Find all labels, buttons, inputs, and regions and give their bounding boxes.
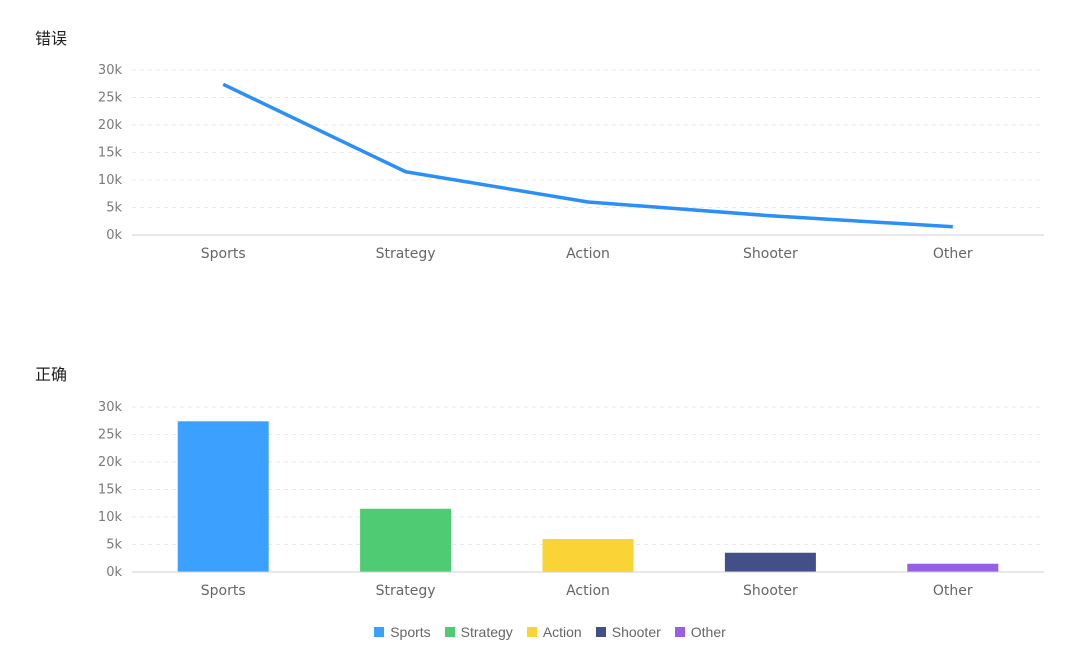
bar-chart-y-tick-label: 25k: [98, 428, 123, 443]
legend-item-other[interactable]: Other: [674, 624, 726, 640]
line-chart-y-tick-label: 10k: [98, 173, 123, 188]
bar-strategy: [360, 508, 452, 572]
bar-chart-y-tick-label: 30k: [98, 400, 123, 415]
chart-legend: Sports Strategy Action Shooter Other: [0, 624, 1080, 640]
legend-label-shooter: Shooter: [611, 624, 661, 640]
line-chart-x-tick-label: Shooter: [743, 246, 798, 262]
bar-chart-y-tick-label: 15k: [98, 483, 123, 498]
legend-swatch-action: [526, 627, 537, 637]
bar-chart-x-tick-label: Other: [933, 583, 973, 599]
legend-label-strategy: Strategy: [460, 624, 513, 640]
legend-swatch-strategy: [444, 627, 455, 637]
bar-chart-y-tick-label: 20k: [98, 455, 123, 470]
legend-label-action: Action: [542, 624, 582, 640]
bar-shooter: [724, 552, 816, 572]
legend-item-strategy[interactable]: Strategy: [444, 624, 513, 640]
line-chart-title: 错误: [35, 29, 68, 48]
legend-swatch-shooter: [595, 627, 606, 637]
legend-swatch-other: [674, 627, 685, 637]
bar-chart-y-tick-label: 10k: [98, 510, 123, 525]
legend-item-action[interactable]: Action: [526, 624, 582, 640]
line-chart-y-tick-label: 0k: [106, 228, 122, 243]
line-chart-y-tick-label: 15k: [98, 146, 123, 161]
line-chart-y-tick-label: 30k: [98, 63, 123, 78]
bar-action: [542, 539, 634, 572]
legend-item-shooter[interactable]: Shooter: [595, 624, 661, 640]
legend-label-sports: Sports: [390, 624, 431, 640]
bar-chart-y-tick-label: 0k: [106, 565, 122, 580]
bar-chart: 0k 5k 10k 15k 20k 25k 30k Sports Strategy Action S…: [98, 400, 1044, 599]
line-chart-y-tick-label: 20k: [98, 118, 123, 133]
bar-chart-x-tick-label: Sports: [201, 583, 246, 599]
line-chart: 0k 5k 10k 15k 20k 25k 30k Sports Strategy Action S…: [98, 63, 1044, 262]
line-chart-y-tick-label: 5k: [106, 201, 122, 216]
line-chart-y-tick-label: 25k: [98, 91, 123, 106]
line-chart-x-tick-label: Action: [566, 246, 610, 262]
legend-swatch-sports: [374, 627, 385, 637]
line-chart-x-tick-label: Other: [933, 246, 973, 262]
bar-chart-x-tick-label: Shooter: [743, 583, 798, 599]
bar-sports: [177, 421, 269, 572]
line-chart-x-tick-label: Strategy: [376, 246, 436, 262]
bar-chart-title: 正确: [35, 365, 68, 384]
bar-chart-x-tick-label: Action: [566, 583, 610, 599]
legend-item-sports[interactable]: Sports: [374, 624, 431, 640]
bar-chart-x-tick-label: Strategy: [376, 583, 436, 599]
bar-other: [907, 563, 999, 572]
line-chart-x-tick-label: Sports: [201, 246, 246, 262]
legend-label-other: Other: [690, 624, 726, 640]
bar-chart-y-tick-label: 5k: [106, 538, 122, 553]
